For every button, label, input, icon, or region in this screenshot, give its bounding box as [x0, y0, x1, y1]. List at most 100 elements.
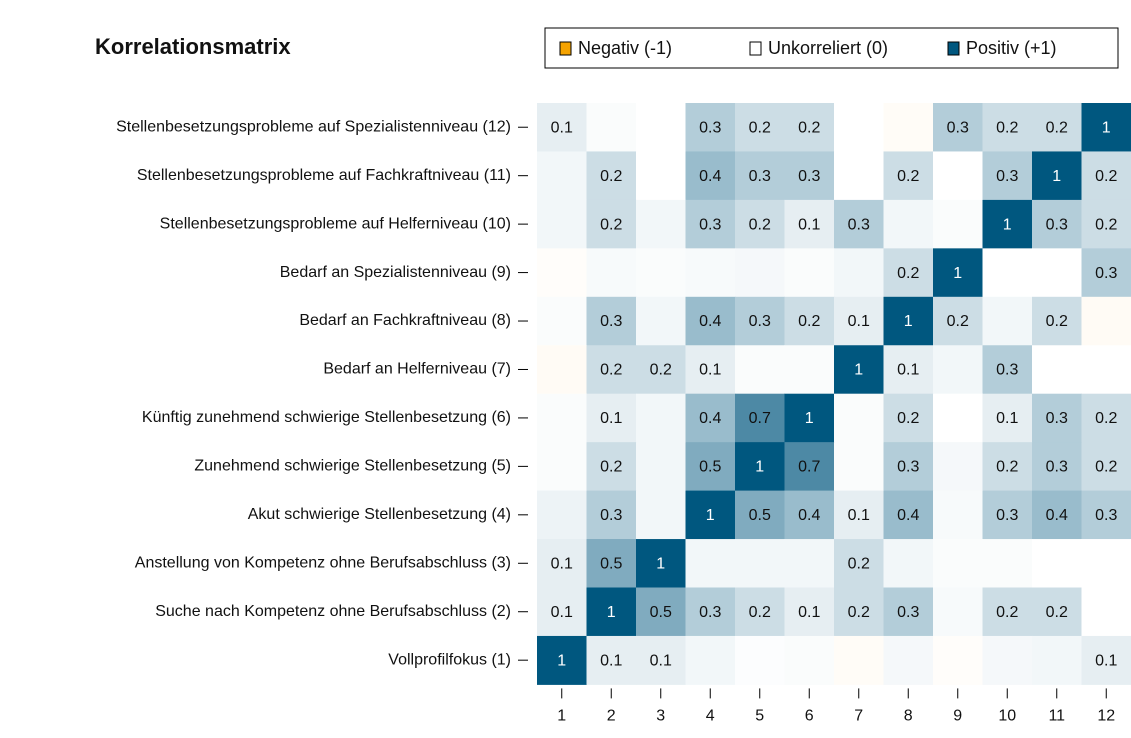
heatmap-cell — [834, 199, 884, 249]
heatmap-cell — [1081, 587, 1131, 637]
heatmap-cell — [1032, 296, 1082, 346]
heatmap-cell — [537, 490, 587, 540]
cell-label: 0.3 — [1046, 410, 1068, 427]
cell-label: 1 — [904, 313, 913, 330]
heatmap-cell — [735, 248, 785, 298]
heatmap-cell — [1081, 199, 1131, 249]
heatmap-cell — [784, 539, 835, 588]
heatmap-cell — [982, 103, 1033, 152]
heatmap-cell — [685, 587, 736, 637]
heatmap-cell — [834, 587, 884, 637]
heatmap-cell — [883, 345, 934, 395]
heatmap-cell — [933, 296, 983, 346]
heatmap-cell — [537, 248, 587, 298]
heatmap-cell — [933, 635, 983, 685]
heatmap-cell — [883, 103, 934, 152]
heatmap-cell — [685, 393, 736, 443]
heatmap-cell — [1032, 199, 1082, 249]
heatmap-cell — [1032, 345, 1082, 395]
heatmap-cell — [1032, 393, 1082, 443]
cell-label: 0.7 — [798, 459, 820, 476]
heatmap-cell — [883, 587, 934, 637]
cell-label: 0.3 — [996, 507, 1018, 524]
x-tick-label: 8 — [904, 708, 913, 725]
cell-label: 0.5 — [699, 459, 721, 476]
cell-label: 1 — [706, 507, 715, 524]
heatmap-cell — [1032, 635, 1082, 685]
cell-label: 0.3 — [600, 313, 622, 330]
heatmap-cell — [933, 587, 983, 637]
cell-label: 1 — [854, 362, 863, 379]
cell-label: 0.2 — [848, 555, 870, 572]
y-tick-label: Künftig zunehmend schwierige Stellenbese… — [142, 409, 511, 426]
cell-label: 0.3 — [1046, 216, 1068, 233]
x-tick-label: 5 — [755, 708, 764, 725]
cell-label: 0.2 — [897, 410, 919, 427]
heatmap-cell — [586, 296, 637, 346]
cell-label: 0.2 — [600, 216, 622, 233]
heatmap-cell — [735, 393, 785, 443]
cell-label: 0.4 — [699, 313, 721, 330]
cell-label: 0.1 — [551, 119, 573, 136]
heatmap-cell — [784, 151, 835, 201]
heatmap-cell — [883, 248, 934, 298]
cell-label: 0.2 — [848, 604, 870, 621]
heatmap-cell — [933, 103, 983, 152]
cell-label: 0.1 — [600, 410, 622, 427]
heatmap-cell — [1081, 345, 1131, 395]
cell-label: 0.2 — [1095, 459, 1117, 476]
cell-label: 0.2 — [1095, 216, 1117, 233]
heatmap-cell — [537, 199, 587, 249]
heatmap-cell — [784, 199, 835, 249]
y-tick-label: Anstellung von Kompetenz ohne Berufsabsc… — [135, 554, 511, 571]
cell-label: 0.4 — [897, 507, 919, 524]
heatmap-cell — [834, 490, 884, 540]
heatmap-cell — [586, 393, 637, 443]
cell-label: 0.3 — [749, 313, 771, 330]
cell-label: 0.2 — [749, 119, 771, 136]
cell-label: 0.4 — [798, 507, 820, 524]
heatmap-cell — [735, 587, 785, 637]
cell-label: 0.3 — [947, 119, 969, 136]
heatmap-cell — [933, 199, 983, 249]
heatmap-cell — [933, 345, 983, 395]
cell-label: 0.4 — [699, 410, 721, 427]
heatmap-cell — [735, 296, 785, 346]
cell-label: 0.4 — [1046, 507, 1068, 524]
cell-label: 0.3 — [897, 604, 919, 621]
heatmap-cell — [1032, 490, 1082, 540]
heatmap-cell — [982, 635, 1033, 685]
legend-swatch — [749, 41, 762, 56]
cell-label: 0.5 — [650, 604, 672, 621]
heatmap-cell — [636, 248, 686, 298]
heatmap-cell — [586, 635, 637, 685]
heatmap-cell — [636, 103, 686, 152]
heatmap-cell — [982, 199, 1033, 249]
cell-label: 1 — [953, 265, 962, 282]
cell-label: 0.2 — [996, 604, 1018, 621]
cell-label: 0.3 — [996, 362, 1018, 379]
cell-label: 0.2 — [600, 168, 622, 185]
cell-label: 0.2 — [1046, 604, 1068, 621]
heatmap-cell — [834, 248, 884, 298]
heatmap-cell — [982, 539, 1033, 588]
heatmap-cell — [636, 442, 686, 492]
heatmap-cell — [784, 296, 835, 346]
cell-label: 0.2 — [897, 168, 919, 185]
cell-label: 0.3 — [699, 216, 721, 233]
heatmap-cell — [636, 296, 686, 346]
cell-label: 0.3 — [600, 507, 622, 524]
cell-label: 0.3 — [848, 216, 870, 233]
cell-label: 0.1 — [551, 555, 573, 572]
heatmap-cell — [636, 635, 686, 685]
cell-label: 0.3 — [996, 168, 1018, 185]
cell-label: 0.2 — [749, 216, 771, 233]
heatmap-cell — [834, 151, 884, 201]
heatmap-cell — [1032, 539, 1082, 588]
heatmap-cell — [636, 587, 686, 637]
heatmap-cell — [933, 490, 983, 540]
heatmap-cell — [735, 635, 785, 685]
heatmap-cell — [636, 199, 686, 249]
heatmap-cell — [1081, 103, 1131, 152]
cell-label: 0.2 — [996, 459, 1018, 476]
